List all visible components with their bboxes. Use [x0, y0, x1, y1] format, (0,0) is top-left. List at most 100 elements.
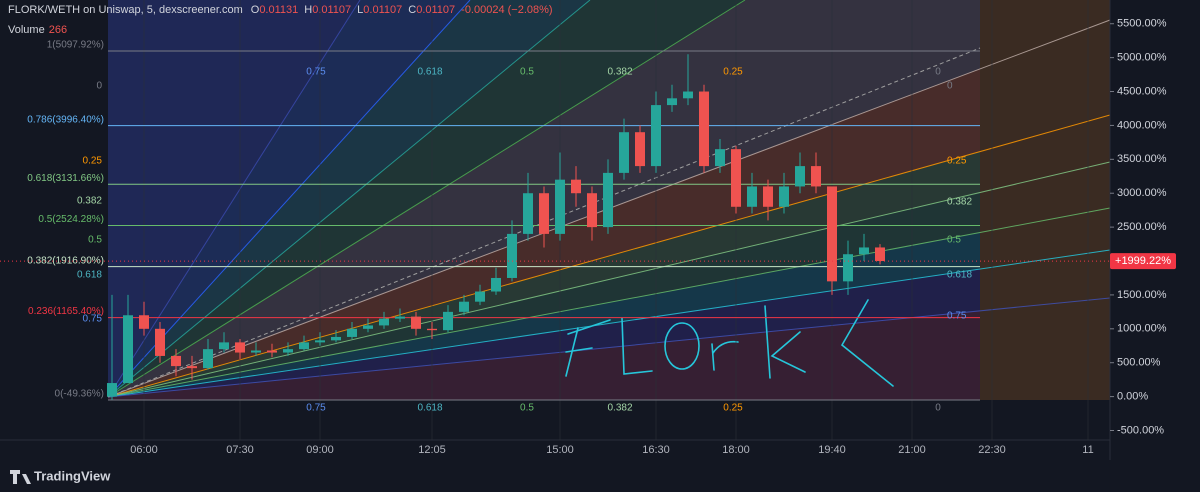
ohlc-value: 0.01107: [312, 4, 351, 16]
candle-body: [619, 132, 629, 173]
candle-body: [443, 311, 453, 331]
candle-body: [219, 342, 229, 350]
fan-label: 0.5: [947, 235, 961, 246]
candle-body: [795, 166, 805, 187]
fan-label: 0.618: [947, 270, 972, 281]
x-tick-label: 18:00: [722, 444, 750, 456]
footer-bar: [0, 462, 1200, 492]
candle-body: [843, 254, 853, 282]
candle-body: [859, 247, 869, 255]
fib-level-label: 0(-49.36%): [55, 389, 104, 400]
y-tick-label: 5500.00%: [1117, 18, 1167, 30]
candle-body: [155, 328, 165, 356]
candle-body: [571, 179, 581, 194]
last-value-label: +1999.22%: [1115, 255, 1171, 267]
fan-label: 0.75: [83, 314, 103, 325]
fan-label: 0.25: [83, 156, 103, 167]
candle-body: [459, 301, 469, 312]
candle-body: [715, 149, 725, 167]
candle-body: [187, 366, 197, 369]
fan-fill: [108, 310, 980, 400]
fan-line: [107, 249, 1111, 398]
fan-line: [107, 114, 1111, 398]
handwriting: [565, 299, 894, 387]
candle-body: [603, 172, 613, 228]
candle-body: [507, 233, 517, 278]
y-tick-label: 2500.00%: [1117, 221, 1167, 233]
x-tick-label: 07:30: [226, 444, 254, 456]
fan-label: 0.382: [77, 196, 102, 207]
fan-label: 0.618: [417, 403, 442, 414]
header-line: FLORK/WETH on Uniswap, 5, dexscreener.co…: [8, 4, 553, 16]
fan-label: 0.75: [947, 311, 967, 322]
candle-body: [315, 340, 325, 343]
y-tick-label: 3000.00%: [1117, 187, 1167, 199]
fib-level-label: 0.5(2524.28%): [38, 214, 104, 225]
candle-body: [699, 91, 709, 167]
fib-level-label: 0.618(3131.66%): [27, 173, 104, 184]
y-tick-label: 1000.00%: [1117, 323, 1167, 335]
candle-body: [395, 316, 405, 319]
candle-body: [523, 193, 533, 234]
candle-body: [363, 325, 373, 329]
brand-logo: [10, 470, 31, 484]
candle-body: [107, 383, 117, 397]
candle-body: [475, 291, 485, 302]
candle-body: [763, 186, 773, 207]
volume-value: 266: [49, 24, 67, 36]
x-tick-label: 21:00: [898, 444, 926, 456]
volume-label: Volume 266: [8, 24, 67, 36]
fan-line: [107, 207, 1111, 398]
candle-body: [683, 91, 693, 99]
candle-body: [283, 349, 293, 353]
fan-label: 0.382: [947, 197, 972, 208]
y-tick-label: 5000.00%: [1117, 52, 1167, 64]
x-tick-label: 12:05: [418, 444, 446, 456]
fan-line: [107, 0, 361, 398]
volume-key: Volume: [8, 24, 45, 36]
last-value-badge: [1110, 253, 1176, 270]
x-tick-label: 19:40: [818, 444, 846, 456]
fan-label: 0.5: [520, 403, 534, 414]
x-tick-label: 16:30: [642, 444, 670, 456]
ohlc-key: L: [357, 4, 363, 16]
y-tick-label: 3500.00%: [1117, 153, 1167, 165]
fan-label: 0.382: [607, 67, 632, 78]
x-tick-label: 22:30: [978, 444, 1006, 456]
candle-body: [123, 315, 133, 384]
fan-label: 0.5: [520, 67, 534, 78]
candle-body: [635, 132, 645, 167]
ohlc-key: O: [251, 4, 260, 16]
fan-line: [107, 0, 746, 398]
y-tick-label: 4000.00%: [1117, 119, 1167, 131]
fan-line: [107, 0, 471, 398]
brand-name: TradingView: [34, 468, 111, 483]
y-tick-label: 500.00%: [1117, 357, 1161, 369]
y-tick-label: 1500.00%: [1117, 289, 1167, 301]
candle-body: [667, 98, 677, 106]
y-tick-label: 0.00%: [1117, 391, 1148, 403]
fan-label: 0: [935, 403, 941, 414]
fan-label: 0.75: [306, 403, 326, 414]
candle-body: [827, 186, 837, 282]
ohlc-value: 0.01107: [416, 4, 455, 16]
candle-body: [875, 247, 885, 262]
fan-line: [107, 161, 1111, 398]
fan-label: 0.25: [723, 403, 743, 414]
candle-body: [651, 105, 661, 167]
x-tick-label: 06:00: [130, 444, 158, 456]
x-tick-label: 09:00: [306, 444, 334, 456]
candle-body: [779, 186, 789, 207]
candle-body: [299, 342, 309, 350]
fan-label: 0.618: [417, 67, 442, 78]
candle-body: [171, 355, 181, 367]
fan-label: 0: [947, 81, 953, 92]
fan-lines: [107, 0, 1111, 398]
fib-level-label: 0.786(3996.40%): [27, 114, 104, 125]
fan-label: 0: [935, 67, 941, 78]
candle-body: [347, 328, 357, 337]
candle-body: [251, 350, 261, 353]
fan-line: [107, 297, 1111, 398]
y-tick-label: -500.00%: [1117, 424, 1164, 436]
